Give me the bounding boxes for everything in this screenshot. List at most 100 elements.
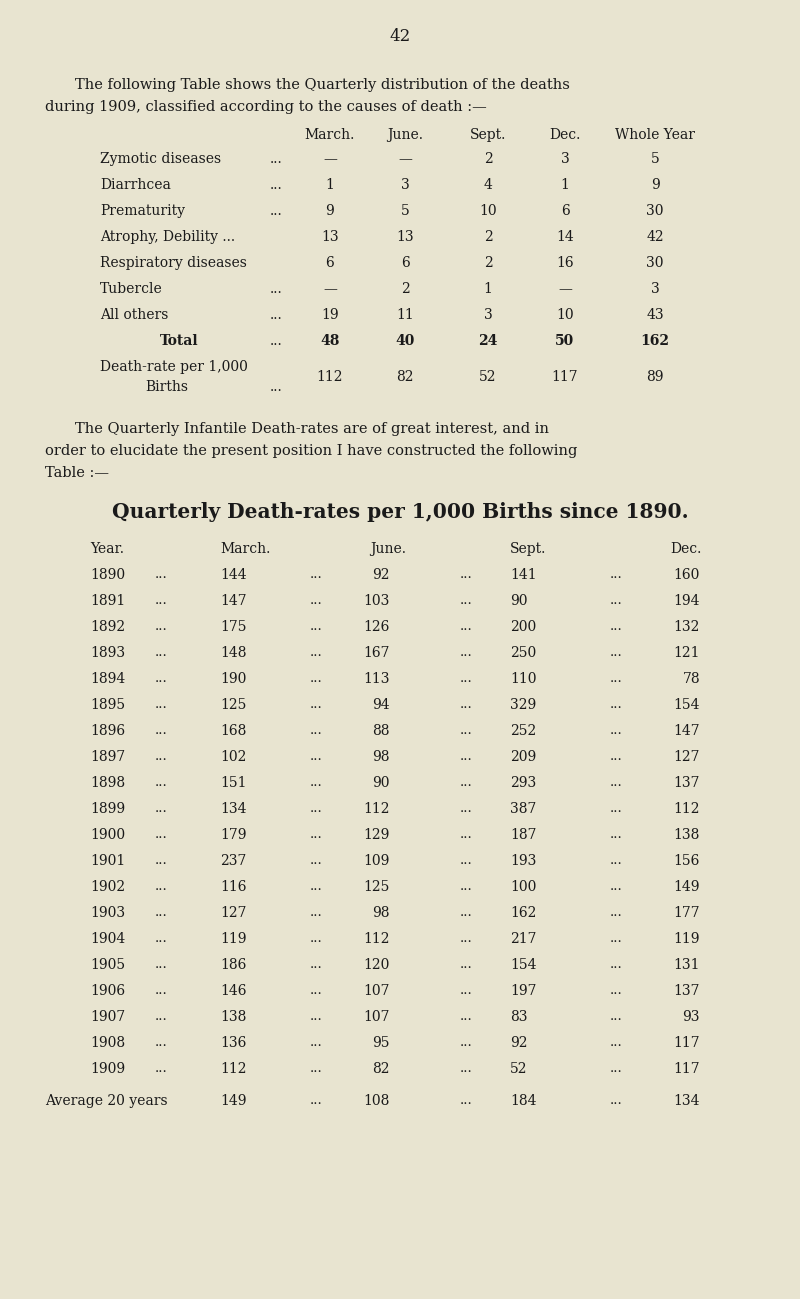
Text: 154: 154 — [674, 698, 700, 712]
Text: 92: 92 — [510, 1037, 527, 1050]
Text: 14: 14 — [556, 230, 574, 244]
Text: 156: 156 — [674, 853, 700, 868]
Text: 107: 107 — [363, 985, 390, 998]
Text: Births: Births — [145, 381, 188, 394]
Text: 112: 112 — [220, 1063, 246, 1076]
Text: ...: ... — [310, 879, 322, 892]
Text: 293: 293 — [510, 776, 536, 790]
Text: Dec.: Dec. — [670, 542, 702, 556]
Text: 148: 148 — [220, 646, 246, 660]
Text: ...: ... — [460, 905, 473, 918]
Text: ...: ... — [310, 853, 322, 866]
Text: 42: 42 — [390, 29, 410, 45]
Text: 103: 103 — [364, 594, 390, 608]
Text: 6: 6 — [561, 204, 570, 218]
Text: ...: ... — [460, 568, 473, 581]
Text: Quarterly Death-rates per 1,000 Births since 1890.: Quarterly Death-rates per 1,000 Births s… — [112, 501, 688, 522]
Text: 108: 108 — [364, 1094, 390, 1108]
Text: 144: 144 — [220, 568, 246, 582]
Text: 110: 110 — [510, 672, 537, 686]
Text: 134: 134 — [220, 801, 246, 816]
Text: Total: Total — [160, 334, 198, 348]
Text: ...: ... — [270, 282, 282, 296]
Text: 116: 116 — [220, 879, 246, 894]
Text: 6: 6 — [326, 256, 334, 270]
Text: ...: ... — [460, 985, 473, 998]
Text: 94: 94 — [372, 698, 390, 712]
Text: Dec.: Dec. — [550, 129, 581, 142]
Text: 168: 168 — [220, 724, 246, 738]
Text: 175: 175 — [220, 620, 246, 634]
Text: 117: 117 — [674, 1063, 700, 1076]
Text: ...: ... — [310, 594, 322, 607]
Text: 217: 217 — [510, 931, 537, 946]
Text: 3: 3 — [401, 178, 410, 192]
Text: 30: 30 — [646, 204, 664, 218]
Text: June.: June. — [387, 129, 423, 142]
Text: ...: ... — [310, 1063, 322, 1076]
Text: 149: 149 — [220, 1094, 246, 1108]
Text: ...: ... — [310, 776, 322, 788]
Text: 1905: 1905 — [90, 957, 125, 972]
Text: Prematurity: Prematurity — [100, 204, 185, 218]
Text: ...: ... — [155, 827, 168, 840]
Text: ...: ... — [310, 1094, 322, 1107]
Text: 3: 3 — [561, 152, 570, 166]
Text: 1892: 1892 — [90, 620, 125, 634]
Text: 88: 88 — [373, 724, 390, 738]
Text: 78: 78 — [682, 672, 700, 686]
Text: ...: ... — [610, 1011, 622, 1024]
Text: ...: ... — [155, 853, 168, 866]
Text: ...: ... — [610, 931, 622, 944]
Text: ...: ... — [460, 801, 473, 814]
Text: 112: 112 — [317, 370, 343, 385]
Text: ...: ... — [270, 204, 282, 218]
Text: ...: ... — [610, 827, 622, 840]
Text: —: — — [398, 152, 412, 166]
Text: 209: 209 — [510, 750, 536, 764]
Text: Death-rate per 1,000: Death-rate per 1,000 — [100, 360, 248, 374]
Text: ...: ... — [310, 1011, 322, 1024]
Text: ...: ... — [610, 568, 622, 581]
Text: ...: ... — [460, 879, 473, 892]
Text: 107: 107 — [363, 1011, 390, 1024]
Text: ...: ... — [155, 957, 168, 970]
Text: —: — — [323, 152, 337, 166]
Text: 1906: 1906 — [90, 985, 125, 998]
Text: ...: ... — [610, 646, 622, 659]
Text: 190: 190 — [220, 672, 246, 686]
Text: —: — — [558, 282, 572, 296]
Text: The Quarterly Infantile Death-rates are of great interest, and in: The Quarterly Infantile Death-rates are … — [75, 422, 549, 436]
Text: ...: ... — [310, 620, 322, 633]
Text: ...: ... — [460, 776, 473, 788]
Text: 1891: 1891 — [90, 594, 126, 608]
Text: 90: 90 — [510, 594, 527, 608]
Text: 138: 138 — [674, 827, 700, 842]
Text: 82: 82 — [396, 370, 414, 385]
Text: 194: 194 — [674, 594, 700, 608]
Text: 162: 162 — [510, 905, 536, 920]
Text: 24: 24 — [478, 334, 498, 348]
Text: 9: 9 — [650, 178, 659, 192]
Text: ...: ... — [155, 698, 168, 711]
Text: ...: ... — [155, 931, 168, 944]
Text: ...: ... — [270, 381, 282, 394]
Text: 100: 100 — [510, 879, 536, 894]
Text: 129: 129 — [364, 827, 390, 842]
Text: ...: ... — [460, 853, 473, 866]
Text: ...: ... — [270, 178, 282, 192]
Text: 187: 187 — [510, 827, 537, 842]
Text: 95: 95 — [373, 1037, 390, 1050]
Text: 98: 98 — [373, 750, 390, 764]
Text: ...: ... — [155, 568, 168, 581]
Text: 1903: 1903 — [90, 905, 125, 920]
Text: ...: ... — [155, 620, 168, 633]
Text: ...: ... — [460, 1063, 473, 1076]
Text: during 1909, classified according to the causes of death :—: during 1909, classified according to the… — [45, 100, 486, 114]
Text: 137: 137 — [674, 776, 700, 790]
Text: ...: ... — [610, 853, 622, 866]
Text: ...: ... — [460, 957, 473, 970]
Text: 89: 89 — [646, 370, 664, 385]
Text: 1: 1 — [326, 178, 334, 192]
Text: March.: March. — [305, 129, 355, 142]
